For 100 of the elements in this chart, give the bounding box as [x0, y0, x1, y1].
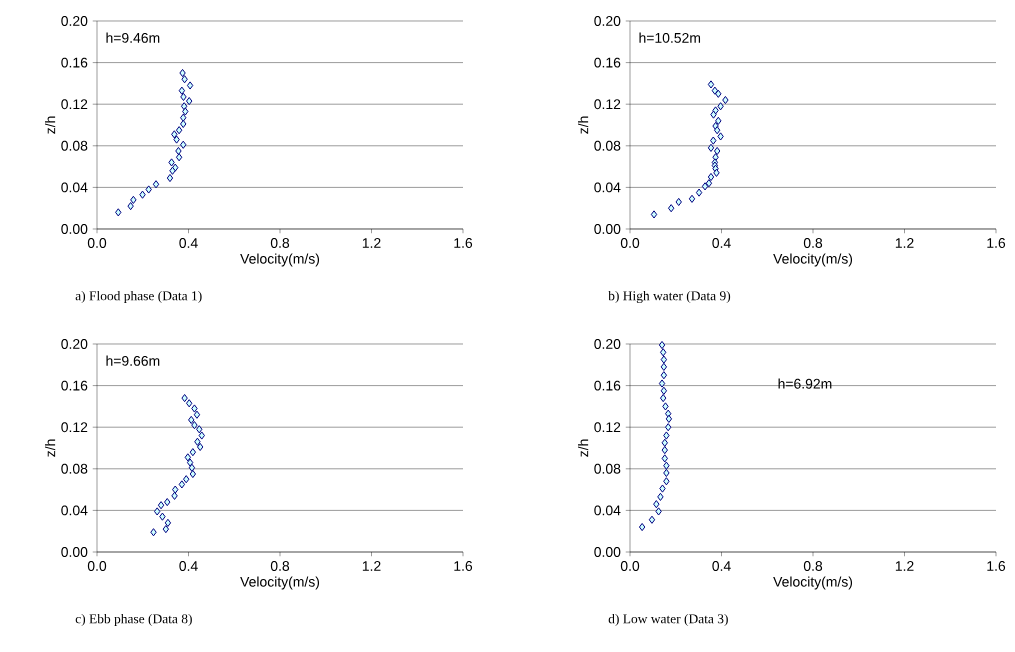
- y-tick-label: 0.20: [61, 339, 88, 349]
- point: [153, 507, 161, 516]
- point: [710, 110, 717, 119]
- point: [665, 423, 672, 432]
- point: [172, 485, 179, 494]
- y-tick-label: 0.04: [594, 505, 621, 516]
- point: [191, 421, 198, 430]
- point: [707, 80, 715, 89]
- point: [150, 528, 157, 537]
- point: [653, 500, 660, 509]
- point: [186, 96, 193, 106]
- point: [715, 116, 722, 125]
- point: [662, 402, 669, 411]
- point: [175, 126, 183, 135]
- x-tick-label: 1.6: [454, 238, 473, 248]
- point: [166, 173, 174, 183]
- x-tick-label: 0.8: [803, 561, 823, 571]
- point: [658, 340, 666, 350]
- point: [712, 153, 719, 162]
- point: [707, 172, 715, 182]
- point: [658, 379, 666, 388]
- point: [667, 204, 675, 213]
- point: [661, 454, 668, 463]
- point: [655, 507, 662, 516]
- point: [164, 497, 171, 507]
- point: [157, 501, 165, 510]
- x-tick-label: 1.2: [362, 561, 381, 571]
- point: [180, 140, 187, 149]
- point: [188, 463, 196, 472]
- point: [198, 431, 205, 440]
- point: [145, 185, 152, 194]
- point: [663, 468, 670, 478]
- point: [713, 168, 720, 177]
- point: [705, 179, 713, 188]
- y-tick-label: 0.20: [594, 339, 621, 349]
- point: [196, 442, 204, 452]
- point: [660, 355, 668, 364]
- x-tick-label: 1.6: [454, 561, 473, 571]
- point: [189, 448, 197, 457]
- y-tick-label: 0.16: [594, 380, 621, 391]
- point: [701, 182, 709, 191]
- point: [695, 188, 703, 197]
- point: [713, 146, 721, 156]
- y-tick-label: 0.20: [61, 16, 88, 26]
- point: [130, 195, 137, 204]
- y-tick-label: 0.16: [594, 57, 621, 68]
- y-axis-title: z/h: [578, 116, 589, 134]
- point: [663, 431, 670, 440]
- point: [675, 197, 682, 207]
- point: [722, 95, 729, 105]
- x-tick-label: 0.0: [620, 238, 640, 248]
- point: [115, 208, 122, 217]
- point: [180, 92, 187, 101]
- x-tick-label: 0.4: [712, 238, 731, 248]
- point: [194, 437, 201, 446]
- x-axis-title: Velocity(m/s): [773, 253, 853, 267]
- text: d) Low water (Data 3): [608, 613, 728, 627]
- point: [178, 480, 186, 489]
- point: [717, 102, 724, 111]
- point: [661, 445, 668, 455]
- point: [657, 492, 664, 501]
- y-axis-title: z/h: [45, 439, 56, 457]
- y-tick-label: 0.12: [594, 422, 621, 433]
- y-tick-label: 0.04: [594, 182, 621, 193]
- text: c) Ebb phase (Data 8): [75, 613, 192, 627]
- point: [183, 475, 190, 484]
- point: [193, 410, 201, 419]
- point: [663, 477, 670, 486]
- point: [196, 425, 203, 434]
- x-tick-label: 0.4: [179, 561, 198, 571]
- point: [180, 113, 187, 122]
- point: [188, 415, 195, 424]
- annotation: h=9.66m: [106, 355, 160, 366]
- point: [660, 386, 668, 395]
- point: [717, 132, 724, 141]
- point: [159, 512, 166, 521]
- y-tick-label: 0.12: [61, 422, 88, 433]
- point: [707, 143, 715, 152]
- point: [663, 461, 670, 470]
- x-tick-label: 0.0: [87, 238, 107, 248]
- x-axis-title: Velocity(m/s): [240, 576, 320, 590]
- x-tick-label: 0.4: [179, 238, 198, 248]
- y-tick-label: 0.04: [61, 182, 88, 193]
- x-axis-title: Velocity(m/s): [240, 253, 320, 267]
- point: [152, 180, 160, 189]
- point: [168, 158, 175, 167]
- point: [659, 348, 667, 357]
- y-axis-title: z/h: [578, 439, 589, 457]
- point: [659, 393, 667, 403]
- y-tick-label: 0.20: [594, 16, 621, 26]
- annotation: h=10.52m: [639, 32, 701, 43]
- point: [186, 458, 194, 467]
- point: [688, 194, 696, 203]
- annotation: h=9.46m: [106, 32, 160, 43]
- annotation: h=6.92m: [778, 378, 832, 389]
- point: [127, 202, 134, 211]
- point: [139, 190, 146, 199]
- y-tick-label: 0.04: [61, 505, 88, 516]
- point: [175, 153, 183, 162]
- point: [171, 491, 178, 500]
